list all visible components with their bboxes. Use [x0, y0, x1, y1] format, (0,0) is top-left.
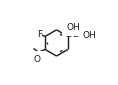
Text: F: F	[37, 30, 42, 39]
Text: O: O	[34, 55, 41, 64]
Text: OH: OH	[82, 31, 96, 40]
Text: B: B	[72, 30, 78, 39]
Text: OH: OH	[67, 23, 80, 32]
